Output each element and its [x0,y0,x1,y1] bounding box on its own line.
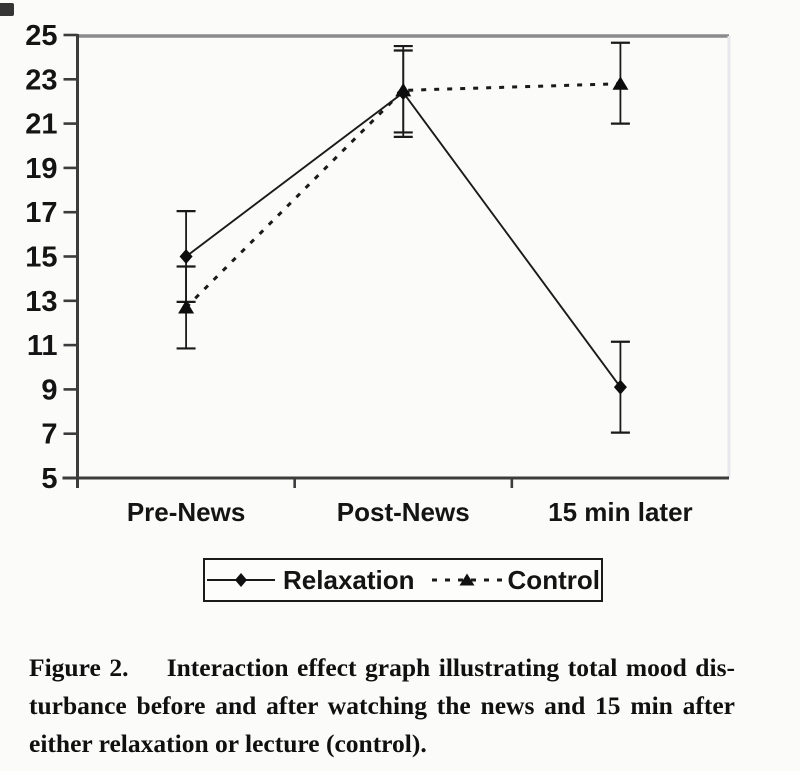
legend-label-relaxation: Relaxation [283,564,415,595]
y-tick-label: 15 [25,242,57,274]
x-category-label: Post-News [337,497,470,527]
y-tick-label: 9 [41,374,57,406]
legend-box: Relaxation Control [203,558,603,602]
y-tick-label: 13 [25,286,57,318]
x-category-label: 15 min later [548,497,693,527]
diamond-marker-icon [235,573,248,587]
data-point-control-0 [178,299,195,314]
x-category-label: Pre-News [127,497,246,527]
legend-label-control: Control [507,564,600,595]
figure-caption: Figure 2. Interaction effect graph illus… [29,649,735,763]
y-tick-label: 5 [41,463,57,495]
scan-artifact [0,3,14,16]
y-tick-label: 23 [25,64,57,96]
y-tick-label: 7 [41,419,57,451]
y-tick-label: 21 [25,109,57,141]
caption-line-2: turbance before and after watching the n… [29,691,735,720]
y-tick-label: 25 [25,20,57,52]
data-point-control-2 [612,76,629,90]
legend-sample-control [431,571,503,589]
figure-chart: 5 7 9 11 13 15 17 19 21 23 25 Pre-News Post-News 15 m… [25,20,731,527]
data-point-relaxation-2 [613,379,627,395]
legend-sample-relaxation [206,571,276,589]
caption-line-1: Figure 2. Interaction effect graph illus… [29,653,735,682]
data-point-control-1 [395,82,412,97]
triangle-marker-icon [459,573,475,586]
y-tick-label: 17 [25,197,57,229]
y-tick-label: 19 [25,153,57,185]
caption-line-3: either relaxation or lecture (control). [29,729,427,758]
data-point-relaxation-0 [179,249,193,264]
y-tick-label: 11 [27,330,58,362]
